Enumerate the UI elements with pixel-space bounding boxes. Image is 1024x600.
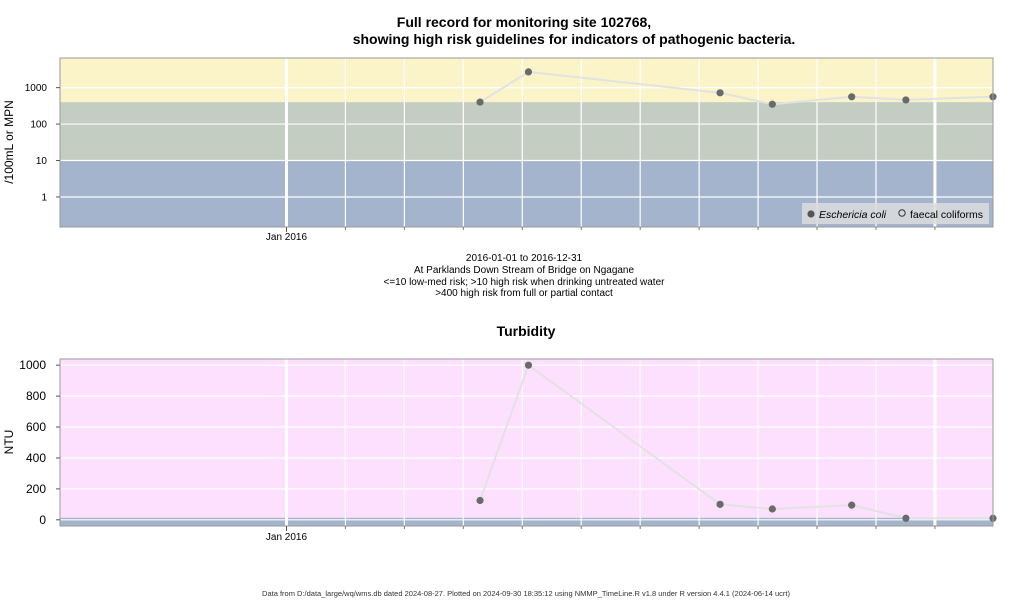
turbidity-data-point: [716, 500, 724, 508]
x-tick-label-jan-2016: Jan 2016: [266, 232, 308, 243]
ecoli-data-point: [902, 96, 910, 104]
turbidity-plot-border: [59, 358, 994, 527]
ecoli-data-point: [768, 100, 776, 108]
y-tick-label: 100: [30, 120, 47, 131]
x-tick-label-jan-2016: Jan 2016: [266, 532, 308, 543]
turbidity-data-point: [768, 505, 776, 513]
ecoli-x-axis: Jan 2016: [266, 227, 936, 243]
ecoli-plot-border: [59, 57, 994, 228]
ecoli-title-line2: showing high risk guidelines for indicat…: [353, 31, 796, 47]
y-tick-label: 600: [26, 420, 46, 434]
turbidity-data-point: [848, 501, 856, 509]
band-high-contact-risk: [60, 58, 993, 103]
ecoli-legend: Eschericia coli faecal coliforms: [802, 203, 989, 224]
ecoli-data-point: [524, 68, 533, 76]
legend-box: [802, 203, 989, 224]
ecoli-plot-area: [59, 57, 997, 228]
ecoli-y-axis-label: /100mL or MPN: [2, 100, 16, 184]
turbidity-data-point: [476, 496, 484, 505]
turbidity-y-axis-label: NTU: [2, 430, 16, 455]
ecoli-horizontal-gridlines: [60, 87, 993, 198]
turbidity-background: [60, 359, 993, 526]
turbidity-data-point: [902, 514, 910, 522]
caption-site: At Parklands Down Stream of Bridge on Ng…: [414, 265, 635, 276]
ecoli-data-point: [476, 98, 484, 106]
turbidity-title: Turbidity: [497, 323, 556, 339]
y-tick-label: 1: [41, 192, 47, 203]
y-tick-label: 10: [36, 156, 48, 167]
ecoli-vertical-gridlines: [284, 58, 937, 227]
y-tick-label: 400: [26, 451, 46, 465]
ecoli-series-points: [476, 68, 997, 108]
legend-faecal-label: faecal coliforms: [910, 209, 983, 221]
y-tick-label: 1000: [25, 83, 48, 94]
y-tick-label: 800: [26, 389, 46, 403]
turbidity-y-axis: 0 200 400 600 800 1000: [19, 358, 60, 527]
ecoli-title-line1: Full record for monitoring site 102768,: [397, 14, 651, 30]
legend-ecoli-marker: [807, 210, 815, 218]
turbidity-plot-area: [59, 358, 997, 527]
turbidity-baseline-band: [60, 517, 993, 526]
caption-date-range: 2016-01-01 to 2016-12-31: [466, 253, 583, 264]
legend-ecoli-label: Eschericia coli: [819, 209, 887, 221]
turbidity-data-point: [524, 361, 533, 369]
y-tick-label: 0: [39, 513, 46, 527]
caption-contact-risk: >400 high risk from full or partial cont…: [435, 288, 613, 299]
y-tick-label: 200: [26, 482, 46, 496]
y-tick-label: 1000: [19, 358, 46, 372]
turbidity-x-axis: Jan 2016: [266, 526, 936, 543]
band-high-drinking-risk: [60, 102, 993, 161]
ecoli-y-axis: 1 10 100 1000: [25, 83, 60, 203]
legend-faecal-marker: [898, 209, 906, 217]
caption-drinking-risk: <=10 low-med risk; >10 high risk when dr…: [384, 277, 666, 288]
ecoli-data-point: [848, 93, 856, 101]
ecoli-caption: 2016-01-01 to 2016-12-31 At Parklands Do…: [384, 253, 666, 299]
footer-note: Data from D:/data_large/wq/wms.db dated …: [262, 589, 790, 598]
ecoli-data-point: [716, 89, 724, 97]
turbidity-vertical-gridlines: [284, 359, 937, 526]
